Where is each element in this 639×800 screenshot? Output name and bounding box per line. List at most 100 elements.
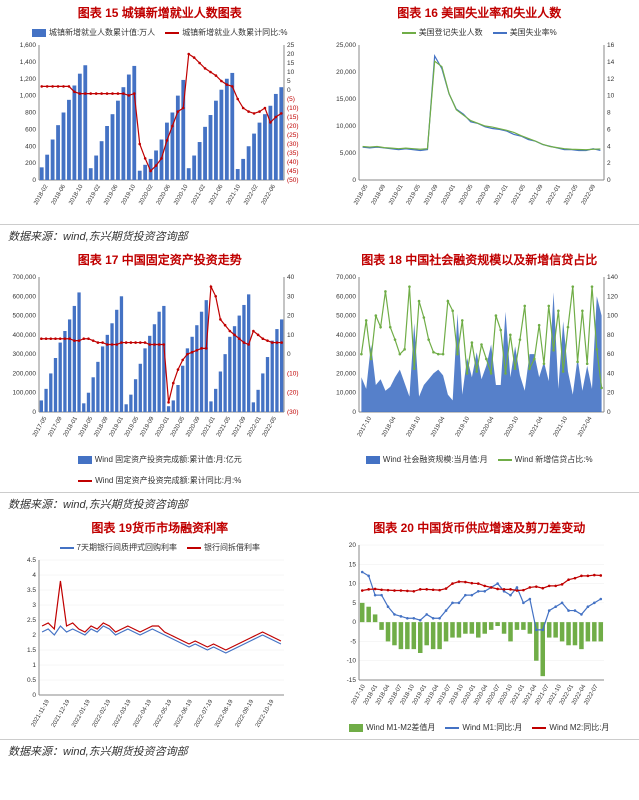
- chart-16: 05,00010,00015,00020,00025,0000246810121…: [324, 40, 636, 220]
- svg-text:600: 600: [25, 126, 36, 133]
- svg-text:5: 5: [352, 600, 356, 607]
- svg-text:5: 5: [287, 78, 291, 85]
- legend-19: 7天期银行间质押式回购利率 银行间拆借利率: [4, 540, 316, 555]
- svg-text:2021-01: 2021-01: [201, 415, 218, 438]
- svg-text:2022-01-19: 2022-01-19: [71, 698, 92, 728]
- chart-18: 010,00020,00030,00040,00050,00060,00070,…: [324, 272, 636, 452]
- svg-text:400,000: 400,000: [13, 332, 37, 339]
- svg-text:2019-05: 2019-05: [405, 183, 422, 206]
- svg-text:2019-06: 2019-06: [103, 183, 120, 206]
- svg-text:2022-05: 2022-05: [262, 415, 279, 438]
- svg-text:2022-09: 2022-09: [580, 183, 597, 206]
- svg-text:10: 10: [287, 332, 295, 339]
- svg-text:2021-06: 2021-06: [208, 183, 225, 206]
- svg-text:2022-05-19: 2022-05-19: [153, 698, 174, 728]
- svg-text:2022-04: 2022-04: [577, 415, 594, 438]
- svg-text:1: 1: [32, 662, 36, 669]
- svg-text:600,000: 600,000: [13, 293, 37, 300]
- svg-text:2021-05: 2021-05: [216, 415, 233, 438]
- cell-16: 图表 16 美国失业率和失业人数 美国登记失业人数 美国失业率% 05,0001…: [320, 0, 639, 225]
- svg-text:10: 10: [348, 581, 356, 588]
- svg-text:40: 40: [287, 274, 295, 281]
- svg-text:20,000: 20,000: [336, 69, 356, 76]
- svg-text:0: 0: [287, 351, 291, 358]
- legend-17: Wind 固定资产投资完成额:累计值:月:亿元 Wind 固定资产投资完成额:累…: [4, 452, 316, 488]
- svg-text:2: 2: [607, 160, 611, 167]
- svg-text:2020-04: 2020-04: [479, 415, 496, 438]
- svg-text:60,000: 60,000: [336, 293, 356, 300]
- svg-text:20: 20: [287, 51, 295, 58]
- svg-text:(40): (40): [287, 159, 299, 166]
- svg-text:2018-10: 2018-10: [68, 183, 85, 206]
- svg-text:200: 200: [25, 160, 36, 167]
- svg-text:2020-10: 2020-10: [503, 415, 520, 438]
- svg-text:2022-04-19: 2022-04-19: [132, 698, 153, 728]
- svg-text:2019-02: 2019-02: [86, 183, 103, 206]
- svg-text:25: 25: [287, 42, 295, 49]
- svg-text:2: 2: [32, 632, 36, 639]
- svg-text:2020-09: 2020-09: [185, 415, 202, 438]
- source-row3: 数据来源：wind,东兴期货投资咨询部: [0, 740, 639, 762]
- svg-text:10: 10: [607, 93, 615, 100]
- svg-text:20: 20: [607, 390, 615, 397]
- svg-text:2022-07-19: 2022-07-19: [194, 698, 215, 728]
- svg-text:8: 8: [607, 110, 611, 117]
- chart-15: 02004006008001,0001,2001,4001,600(50)(45…: [4, 40, 316, 220]
- svg-text:0: 0: [352, 409, 356, 416]
- svg-text:(45): (45): [287, 168, 299, 175]
- svg-text:0: 0: [607, 409, 611, 416]
- svg-text:2018-05: 2018-05: [353, 183, 370, 206]
- svg-text:2022-03-19: 2022-03-19: [112, 698, 133, 728]
- svg-text:(35): (35): [287, 150, 299, 157]
- svg-text:2018-05: 2018-05: [78, 415, 95, 438]
- svg-text:2018-02: 2018-02: [33, 183, 50, 206]
- svg-text:(30): (30): [287, 141, 299, 148]
- svg-text:2020-05: 2020-05: [170, 415, 187, 438]
- svg-text:2019-05: 2019-05: [124, 415, 141, 438]
- svg-text:0: 0: [287, 87, 291, 94]
- svg-text:0: 0: [352, 177, 356, 184]
- cell-15: 图表 15 城镇新增就业人数图表 城镇新增就业人数累计值:万人 城镇新增就业人数…: [0, 0, 320, 225]
- title-16: 图表 16 美国失业率和失业人数: [324, 2, 636, 25]
- svg-text:12: 12: [607, 76, 615, 83]
- svg-text:2021-10: 2021-10: [226, 183, 243, 206]
- svg-text:2021-05: 2021-05: [510, 183, 527, 206]
- svg-text:2019-09: 2019-09: [139, 415, 156, 438]
- title-17: 图表 17 中国固定资产投资走势: [4, 249, 316, 272]
- svg-text:(50): (50): [287, 177, 299, 184]
- svg-text:(10): (10): [287, 105, 299, 112]
- svg-text:3: 3: [32, 602, 36, 609]
- svg-text:(25): (25): [287, 132, 299, 139]
- svg-text:0: 0: [352, 619, 356, 626]
- svg-text:2022-06-19: 2022-06-19: [173, 698, 194, 728]
- svg-text:2022-10-19: 2022-10-19: [255, 698, 276, 728]
- svg-text:0: 0: [32, 409, 36, 416]
- title-19: 图表 19货币市场融资利率: [4, 517, 316, 540]
- svg-text:6: 6: [607, 126, 611, 133]
- svg-text:3.5: 3.5: [27, 587, 36, 594]
- svg-text:100: 100: [607, 313, 618, 320]
- svg-text:0: 0: [607, 177, 611, 184]
- svg-text:2022-06: 2022-06: [261, 183, 278, 206]
- svg-text:60: 60: [607, 351, 615, 358]
- svg-text:2017-09: 2017-09: [47, 415, 64, 438]
- svg-text:2021-09: 2021-09: [528, 183, 545, 206]
- svg-text:-15: -15: [346, 677, 356, 684]
- svg-text:2022-01: 2022-01: [247, 415, 264, 438]
- svg-text:2020-01: 2020-01: [440, 183, 457, 206]
- cell-18: 图表 18 中国社会融资规模以及新增信贷占比 010,00020,00030,0…: [320, 247, 639, 493]
- svg-text:2020-05: 2020-05: [458, 183, 475, 206]
- svg-text:2020-10: 2020-10: [173, 183, 190, 206]
- svg-text:1.5: 1.5: [27, 647, 36, 654]
- svg-text:(30): (30): [287, 409, 299, 416]
- svg-text:2022-09-19: 2022-09-19: [235, 698, 256, 728]
- svg-text:50,000: 50,000: [336, 313, 356, 320]
- svg-text:40: 40: [607, 370, 615, 377]
- svg-text:120: 120: [607, 293, 618, 300]
- legend-18: Wind 社会融资规模:当月值:月 Wind 新增信贷占比:%: [324, 452, 636, 467]
- svg-text:2019-01: 2019-01: [109, 415, 126, 438]
- svg-text:1,600: 1,600: [20, 42, 37, 49]
- svg-text:4: 4: [607, 143, 611, 150]
- svg-text:2019-01: 2019-01: [388, 183, 405, 206]
- svg-text:10,000: 10,000: [336, 123, 356, 130]
